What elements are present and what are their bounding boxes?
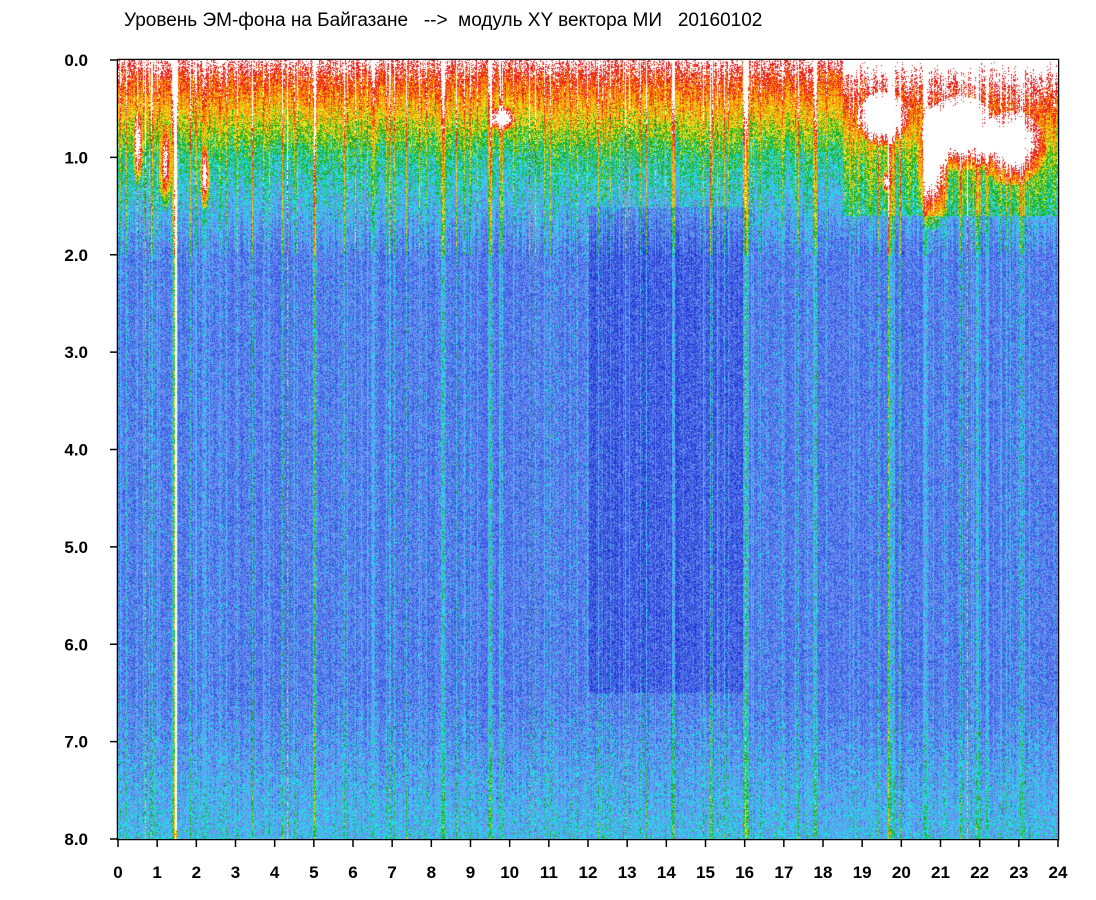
- x-tick-label: 1: [152, 863, 161, 882]
- x-tick-label: 21: [931, 863, 950, 882]
- x-tick-label: 10: [500, 863, 519, 882]
- y-tick-label: 6.0: [64, 635, 88, 654]
- x-tick-label: 4: [270, 863, 280, 882]
- x-tick-label: 0: [113, 863, 122, 882]
- x-tick-label: 8: [427, 863, 436, 882]
- y-tick-label: 5.0: [64, 538, 88, 557]
- spectrogram-heatmap: [118, 60, 1058, 839]
- x-tick-label: 9: [466, 863, 475, 882]
- x-tick-label: 17: [774, 863, 793, 882]
- x-tick-label: 20: [892, 863, 911, 882]
- x-tick-label: 18: [814, 863, 833, 882]
- y-tick-label: 7.0: [64, 733, 88, 752]
- x-tick-label: 6: [348, 863, 357, 882]
- x-tick-label: 11: [540, 863, 558, 882]
- y-tick-label: 2.0: [64, 246, 88, 265]
- x-tick-label: 16: [735, 863, 754, 882]
- x-tick-label: 12: [579, 863, 598, 882]
- x-tick-label: 2: [192, 863, 201, 882]
- x-tick-label: 22: [970, 863, 989, 882]
- chart-title: Уровень ЭМ-фона на Байгазане --> модуль …: [124, 10, 763, 31]
- y-tick-label: 1.0: [64, 148, 88, 167]
- x-tick-label: 7: [387, 863, 396, 882]
- y-tick-label: 8.0: [64, 830, 88, 849]
- x-tick-label: 14: [657, 863, 676, 882]
- x-tick-label: 15: [696, 863, 715, 882]
- x-tick-label: 19: [853, 863, 872, 882]
- y-tick-label: 4.0: [64, 441, 88, 460]
- y-tick-label: 0.0: [64, 51, 88, 70]
- y-tick-label: 3.0: [64, 343, 88, 362]
- x-tick-label: 13: [618, 863, 637, 882]
- x-tick-label: 5: [309, 863, 318, 882]
- x-tick-label: 23: [1009, 863, 1028, 882]
- x-tick-label: 24: [1049, 863, 1068, 882]
- x-tick-label: 3: [231, 863, 240, 882]
- plot-frame: [116, 58, 1060, 841]
- y-axis: 0.0 1.0 2.0 3.0 4.0 5.0 6.0 7.0 8.0: [64, 51, 118, 849]
- x-axis: 0 1 2 3 4 5 6 7 8 9 10 11 12 13 14 15 16 17 18 19 20 21 22 23 24: [113, 839, 1068, 882]
